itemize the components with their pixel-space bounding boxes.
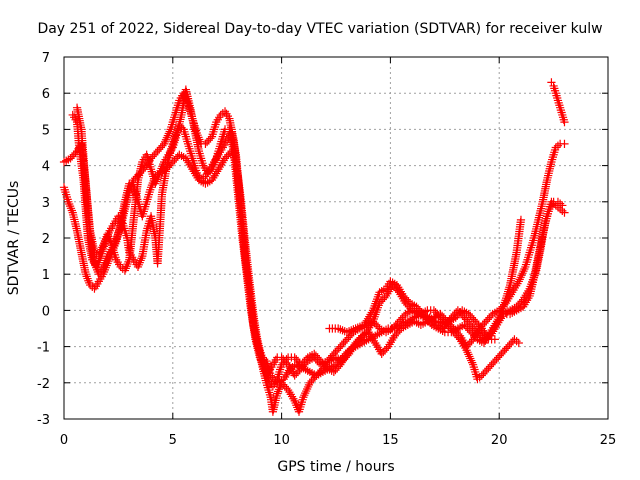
data-point [204, 136, 213, 145]
data-point [393, 328, 403, 337]
y-tick-label: -3 [37, 413, 50, 428]
data-point [339, 338, 348, 348]
data-point [380, 346, 390, 355]
y-tick-label: 1 [42, 268, 50, 283]
data-point [173, 152, 182, 161]
x-tick-label: 10 [273, 433, 290, 448]
x-tick-label: 5 [169, 433, 177, 448]
data-point [309, 375, 318, 384]
data-point [153, 147, 162, 156]
y-tick-label: -1 [37, 341, 50, 356]
data-point [293, 367, 303, 377]
data-point [332, 346, 342, 355]
y-tick-label: 0 [42, 304, 50, 319]
data-point [346, 331, 355, 340]
data-point [495, 351, 504, 360]
data-point [479, 369, 488, 378]
data-point [500, 346, 509, 355]
data-point [485, 362, 495, 371]
y-axis-label: SDTVAR / TECUs [6, 181, 22, 296]
data-point [503, 342, 513, 351]
data-point [437, 311, 447, 320]
data-point [300, 356, 309, 366]
data-point [489, 358, 498, 367]
data-point [485, 313, 494, 322]
data-point [150, 150, 159, 159]
data-point [336, 342, 345, 351]
x-axis-label: GPS time / hours [277, 459, 394, 475]
y-tick-label: 4 [42, 160, 50, 175]
y-tick-label: 7 [42, 51, 50, 66]
y-tick-label: 3 [42, 196, 50, 211]
data-point [502, 344, 511, 353]
data-point [505, 340, 514, 349]
data-point [507, 338, 516, 348]
data-points [59, 78, 569, 416]
data-point [560, 118, 569, 127]
data-point [480, 367, 490, 377]
data-point [71, 148, 80, 158]
x-tick-label: 25 [600, 433, 617, 448]
data-point [337, 340, 347, 349]
data-point [482, 366, 491, 375]
y-tick-label: 2 [42, 232, 50, 247]
data-point [514, 338, 523, 348]
data-point [482, 317, 491, 326]
data-point [282, 355, 291, 364]
data-point [483, 315, 492, 324]
data-point [398, 313, 407, 322]
data-point [516, 215, 526, 224]
data-point [494, 353, 503, 362]
data-point [490, 356, 499, 366]
axis-ticks: 0 5 10 15 20 25 -3 -2 -1 0 1 2 3 4 5 6 7 [37, 51, 616, 448]
data-point [334, 344, 343, 353]
data-point [484, 364, 493, 373]
data-point [487, 360, 496, 369]
data-point [202, 137, 212, 147]
y-tick-label: 6 [42, 87, 50, 102]
data-point [342, 335, 351, 344]
y-tick-label: 5 [42, 123, 50, 138]
data-point [280, 356, 289, 366]
data-point [292, 355, 301, 364]
x-tick-label: 15 [382, 433, 399, 448]
x-tick-label: 20 [491, 433, 508, 448]
y-tick-label: -2 [37, 377, 50, 392]
data-point [492, 355, 501, 364]
x-tick-label: 0 [60, 433, 68, 448]
data-point [151, 148, 161, 158]
data-point [497, 349, 506, 358]
data-point [515, 299, 524, 308]
data-point [341, 337, 350, 346]
grid-lines [64, 57, 608, 419]
chart-title: Day 251 of 2022, Sidereal Day-to-day VTE… [37, 21, 602, 37]
data-point [155, 145, 164, 154]
data-point [290, 353, 299, 362]
data-point [156, 143, 165, 152]
data-point [490, 335, 499, 344]
data-point [560, 139, 569, 148]
data-point [560, 208, 569, 217]
data-point [498, 347, 508, 357]
